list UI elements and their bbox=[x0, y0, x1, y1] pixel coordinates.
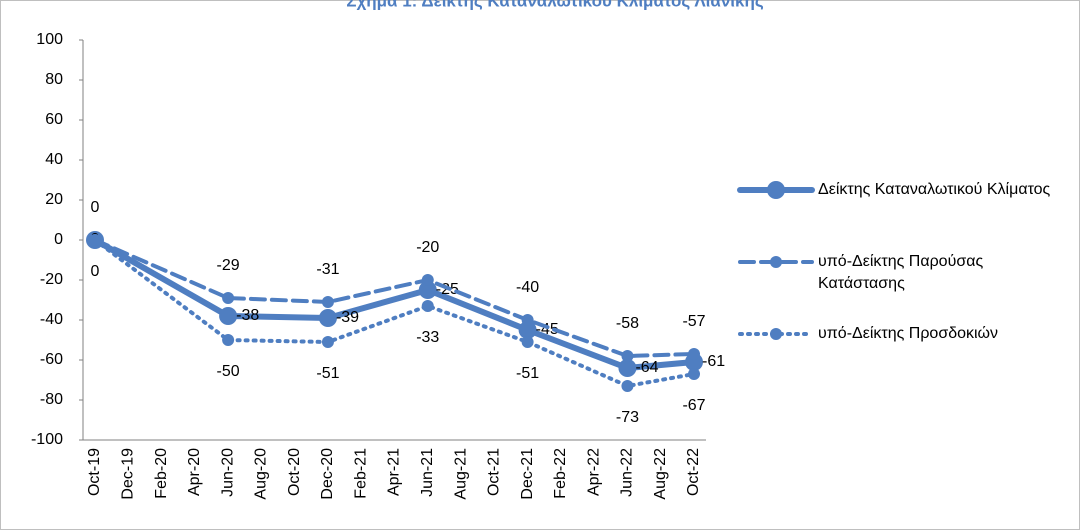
marker bbox=[618, 359, 637, 377]
x-tick-label: Dec-19 bbox=[119, 448, 136, 500]
x-tick-label: Oct-22 bbox=[685, 448, 702, 496]
x-tick-label: Oct-19 bbox=[86, 448, 103, 496]
y-tick-label: 100 bbox=[36, 31, 63, 48]
data-label: -51 bbox=[316, 365, 339, 382]
x-tick-label: Feb-22 bbox=[552, 448, 569, 499]
marker bbox=[421, 274, 434, 286]
x-tick-label: Aug-21 bbox=[452, 448, 469, 500]
marker bbox=[621, 380, 634, 392]
data-label: -31 bbox=[316, 261, 339, 278]
x-tick-label: Apr-20 bbox=[186, 448, 203, 496]
x-tick-label: Aug-20 bbox=[253, 448, 270, 500]
marker bbox=[321, 296, 334, 308]
x-tick-label: Dec-20 bbox=[319, 448, 336, 500]
data-label: -67 bbox=[682, 397, 705, 414]
marker bbox=[688, 368, 700, 380]
marker bbox=[418, 281, 437, 299]
x-tick-label: Feb-20 bbox=[153, 448, 170, 499]
y-tick-label: 20 bbox=[45, 191, 63, 208]
marker bbox=[219, 307, 238, 325]
marker bbox=[222, 334, 235, 346]
x-tick-label: Jun-21 bbox=[419, 448, 436, 497]
y-tick-label: -80 bbox=[40, 391, 63, 408]
marker bbox=[518, 321, 537, 339]
y-tick-label: 40 bbox=[45, 151, 63, 168]
data-label: -57 bbox=[682, 313, 705, 330]
data-label: -51 bbox=[516, 365, 539, 382]
data-label: -50 bbox=[217, 363, 240, 380]
data-label: -29 bbox=[217, 257, 240, 274]
x-tick-label: Apr-21 bbox=[386, 448, 403, 496]
y-tick-label: -40 bbox=[40, 311, 63, 328]
legend-label: υπό-Δείκτης Παρούσας Κατάστασης bbox=[818, 253, 984, 292]
legend-label: Δείκτης Καταναλωτικού Κλίματος bbox=[818, 181, 1051, 198]
data-label: -39 bbox=[336, 309, 359, 326]
x-tick-label: Oct-21 bbox=[486, 448, 503, 496]
data-label: -38 bbox=[236, 307, 259, 324]
marker bbox=[321, 336, 334, 348]
legend-marker bbox=[770, 328, 782, 340]
marker bbox=[688, 348, 700, 360]
y-tick-label: -60 bbox=[40, 351, 63, 368]
data-label: -58 bbox=[616, 315, 639, 332]
marker bbox=[222, 292, 235, 304]
marker bbox=[621, 350, 634, 362]
data-label: -64 bbox=[635, 359, 658, 376]
series-line bbox=[93, 238, 696, 389]
marker bbox=[318, 309, 337, 327]
data-label: -61 bbox=[702, 353, 725, 370]
x-tick-label: Oct-20 bbox=[286, 448, 303, 496]
legend-label: υπό-Δείκτης Προσδοκιών bbox=[818, 325, 999, 342]
data-label: -73 bbox=[616, 409, 639, 426]
y-tick-label: 80 bbox=[45, 71, 63, 88]
legend-marker bbox=[770, 256, 782, 268]
data-label: 0 bbox=[91, 199, 100, 216]
data-label: 0 bbox=[91, 263, 100, 280]
y-tick-label: 0 bbox=[54, 231, 63, 248]
y-tick-label: 60 bbox=[45, 111, 63, 128]
marker bbox=[421, 300, 434, 312]
y-tick-label: -20 bbox=[40, 271, 63, 288]
data-label: -20 bbox=[416, 239, 439, 256]
marker bbox=[521, 314, 534, 326]
y-tick-label: -100 bbox=[31, 431, 63, 448]
x-tick-label: Jun-20 bbox=[219, 448, 236, 497]
data-label: -40 bbox=[516, 279, 539, 296]
x-tick-label: Apr-22 bbox=[585, 448, 602, 496]
x-tick-label: Jun-22 bbox=[619, 448, 636, 497]
x-tick-label: Dec-21 bbox=[519, 448, 536, 500]
data-label: -33 bbox=[416, 329, 439, 346]
marker bbox=[521, 336, 534, 348]
marker bbox=[89, 234, 101, 246]
x-tick-label: Feb-21 bbox=[352, 448, 369, 499]
chart-title: Σχήμα 1: Δείκτης Καταναλωτικού Κλίματος … bbox=[346, 0, 764, 10]
legend-marker bbox=[767, 181, 785, 199]
x-tick-label: Aug-22 bbox=[652, 448, 669, 500]
